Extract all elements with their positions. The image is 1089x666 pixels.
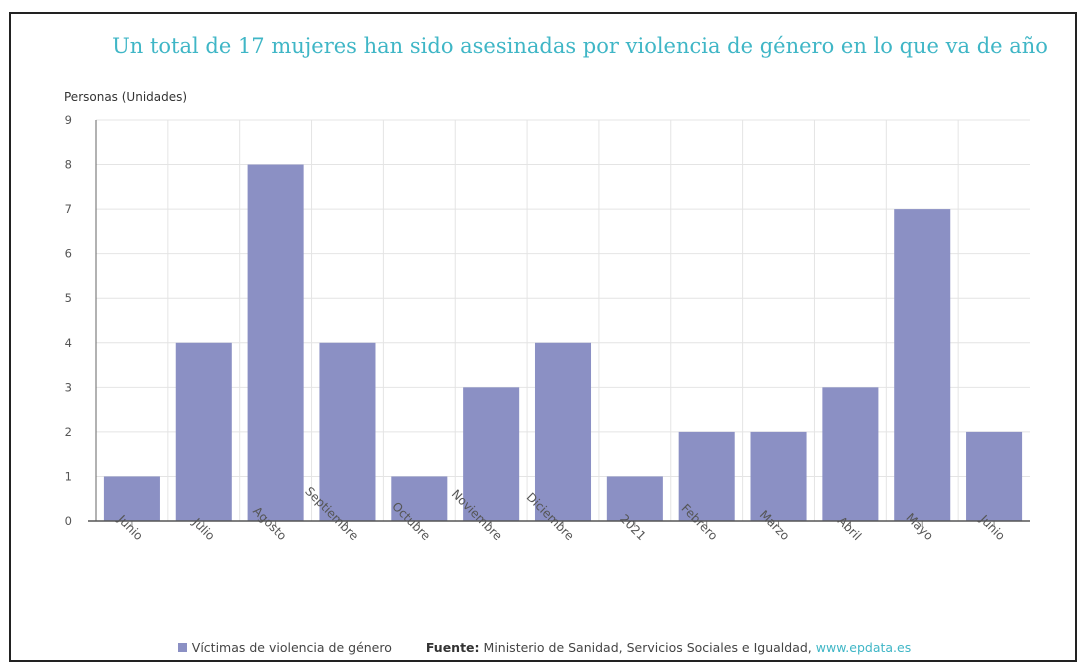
legend-swatch	[177, 643, 187, 652]
y-tick-label: 9	[65, 113, 72, 127]
bar	[678, 431, 735, 521]
y-tick-label: 5	[65, 291, 72, 305]
y-tick-label: 1	[65, 469, 72, 483]
bar	[247, 164, 304, 522]
y-tick-label: 8	[65, 158, 72, 172]
bar	[319, 342, 376, 521]
bar	[822, 387, 879, 521]
source-link[interactable]: www.epdata.es	[815, 640, 912, 655]
y-axis-label: Personas (Unidades)	[64, 90, 188, 104]
y-tick-label: 4	[65, 336, 72, 350]
bar	[391, 476, 448, 521]
chart-footer: Víctimas de violencia de género Fuente: M…	[0, 640, 1089, 655]
bar	[894, 209, 951, 521]
y-tick-label: 3	[65, 380, 72, 394]
y-tick-label: 0	[65, 514, 72, 528]
chart-title: Un total de 17 mujeres han sido asesinad…	[112, 34, 1048, 58]
bar	[103, 476, 160, 521]
source-text: Ministerio de Sanidad, Servicios Sociale…	[483, 640, 812, 655]
bar	[606, 476, 663, 521]
y-tick-label: 6	[65, 247, 72, 261]
legend-label: Víctimas de violencia de género	[191, 640, 392, 655]
bars-layer	[103, 164, 1023, 522]
y-tick-label: 7	[65, 202, 72, 216]
source-label: Fuente:	[425, 640, 480, 655]
bar	[175, 342, 232, 521]
bar	[463, 387, 520, 521]
bar	[750, 431, 807, 521]
bar	[966, 431, 1023, 521]
axis-layer	[88, 120, 1030, 527]
y-tick-label: 2	[65, 425, 72, 439]
bar	[534, 342, 592, 521]
